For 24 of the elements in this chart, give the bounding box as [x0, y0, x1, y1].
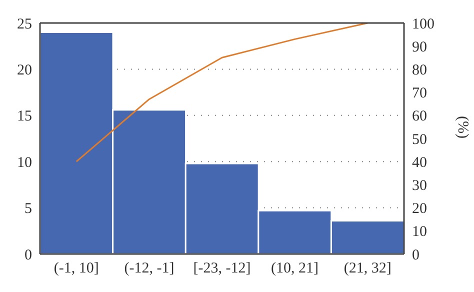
y2-axis-title: (%): [454, 116, 471, 138]
y-tick-label: 0: [24, 247, 32, 264]
y2-tick-label: 60: [412, 108, 427, 125]
y2-tick-label: 90: [412, 39, 427, 56]
x-tick-label: (-1, 10]: [54, 260, 99, 277]
y-tick-label: 5: [24, 201, 32, 218]
y2-tick-label: 20: [412, 201, 427, 218]
y-tick-label: 15: [17, 108, 32, 125]
y2-tick-label: 0: [412, 247, 420, 264]
y2-tick-label: 10: [412, 224, 427, 240]
x-tick-label: [-23, -12]: [193, 260, 251, 277]
line-series: [76, 23, 368, 162]
y2-tick-label: 40: [412, 154, 427, 171]
x-tick-label: (21, 32]: [344, 260, 392, 277]
y2-tick-label: 80: [412, 62, 427, 79]
y2-tick-label: 70: [412, 86, 427, 102]
y-tick-label: 20: [17, 62, 32, 79]
x-tick-label: (-12, -1]: [124, 260, 174, 277]
y-tick-label: 25: [17, 16, 32, 32]
y-tick-label: 10: [17, 154, 32, 171]
x-tick-label: (10, 21]: [271, 260, 319, 277]
y2-tick-label: 50: [412, 132, 427, 148]
y2-tick-label: 30: [412, 178, 427, 194]
y2-tick-label: 100: [412, 16, 434, 32]
